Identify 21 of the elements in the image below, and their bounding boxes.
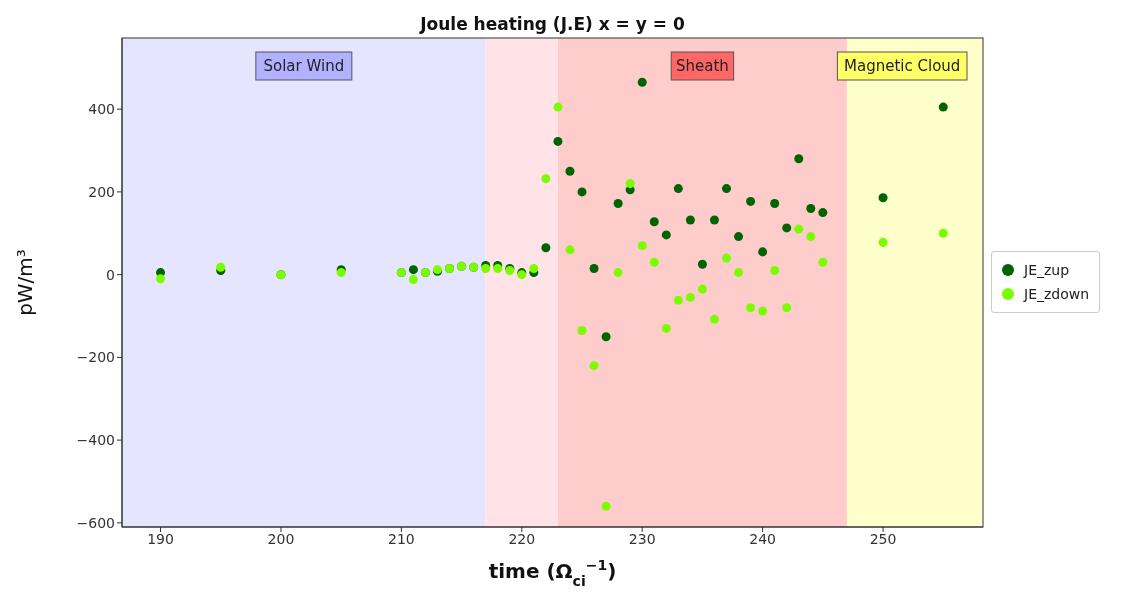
x-tick-label: 210 xyxy=(388,530,415,547)
legend-label: JE_zup xyxy=(1024,260,1070,280)
y-tick-label: 400 xyxy=(88,101,115,118)
x-tick-label: 190 xyxy=(147,530,174,547)
x-tick-label: 230 xyxy=(628,530,656,547)
x-tick-label: 240 xyxy=(749,530,776,547)
band-label: Sheath xyxy=(676,57,729,75)
x-tick-label: 250 xyxy=(869,530,897,547)
y-tick-label: −200 xyxy=(76,349,115,366)
y-tick-label: −400 xyxy=(76,432,115,449)
y-tick-label: −600 xyxy=(76,514,115,531)
y-tick-label: 200 xyxy=(88,183,115,200)
x-axis-title: time (Ω$_{ci}$$^{−1}$) xyxy=(488,557,617,589)
legend-label: JE_zdown xyxy=(1024,284,1090,304)
band-label: Magnetic Cloud xyxy=(844,57,961,75)
band-label: Solar Wind xyxy=(263,57,345,75)
y-axis-title: pW/m³ xyxy=(13,249,37,316)
chart-title: Joule heating (J.E) x = y = 0 xyxy=(419,14,685,34)
x-tick-label: 220 xyxy=(508,530,536,547)
y-tick-label: 0 xyxy=(106,266,115,283)
x-tick-label: 200 xyxy=(267,530,295,547)
